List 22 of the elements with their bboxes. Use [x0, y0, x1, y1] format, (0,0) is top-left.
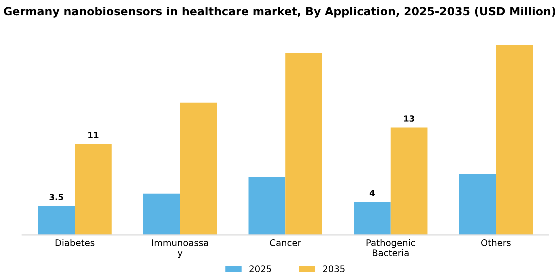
data-label: 11	[88, 132, 99, 138]
legend-label: 2035	[323, 266, 345, 272]
chart-title: Germany nanobiosensors in healthcare market, By Application, 2025-2035 (USD Million)	[4, 7, 556, 18]
bar	[354, 202, 391, 236]
x-tick-label: Immunoassa y	[152, 240, 208, 258]
bar	[75, 144, 112, 236]
data-label: 13	[404, 116, 414, 122]
x-tick-label: Diabetes	[56, 239, 95, 246]
legend-label: 2025	[250, 266, 272, 272]
data-label: 4	[370, 190, 375, 196]
bar	[180, 102, 218, 236]
x-tick-label: Pathogenic Bacteria	[366, 239, 416, 256]
bar	[286, 53, 322, 236]
bar	[38, 206, 76, 236]
bar	[390, 128, 428, 236]
bar	[143, 194, 180, 236]
bar	[496, 45, 534, 236]
x-tick-label: Others	[482, 239, 511, 246]
x-tick-label: Cancer	[270, 240, 302, 246]
bar	[459, 174, 496, 236]
data-label: 3.5	[50, 194, 64, 200]
bar	[248, 177, 286, 236]
